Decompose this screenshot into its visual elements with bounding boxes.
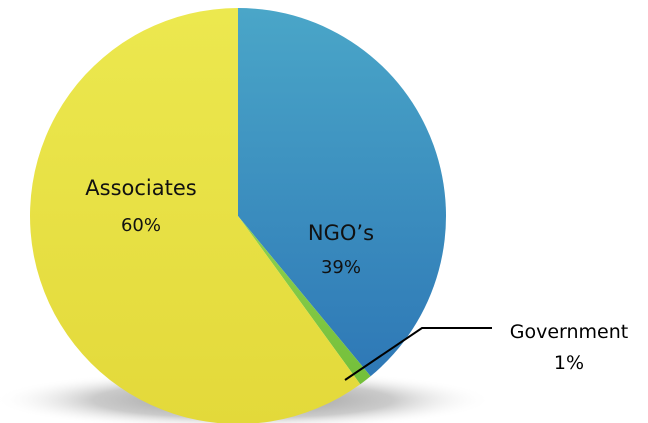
pie-slice-ngo-s xyxy=(238,8,447,377)
slice-value-ngo-s: 39% xyxy=(321,257,361,278)
slice-label-government: Government xyxy=(510,321,629,343)
slice-value-associates: 60% xyxy=(121,215,161,236)
pie-slice-government xyxy=(238,216,371,385)
slice-label-ngo-s: NGO’s xyxy=(308,221,374,245)
slice-value-government: 1% xyxy=(554,352,584,374)
slice-label-associates: Associates xyxy=(85,176,196,200)
leader-line-government xyxy=(344,327,492,381)
pie-slice-associates xyxy=(30,8,361,423)
pie-slices xyxy=(30,8,447,423)
pie-labels: NGO’s 39% Government 1% Associates 60% xyxy=(85,176,629,381)
